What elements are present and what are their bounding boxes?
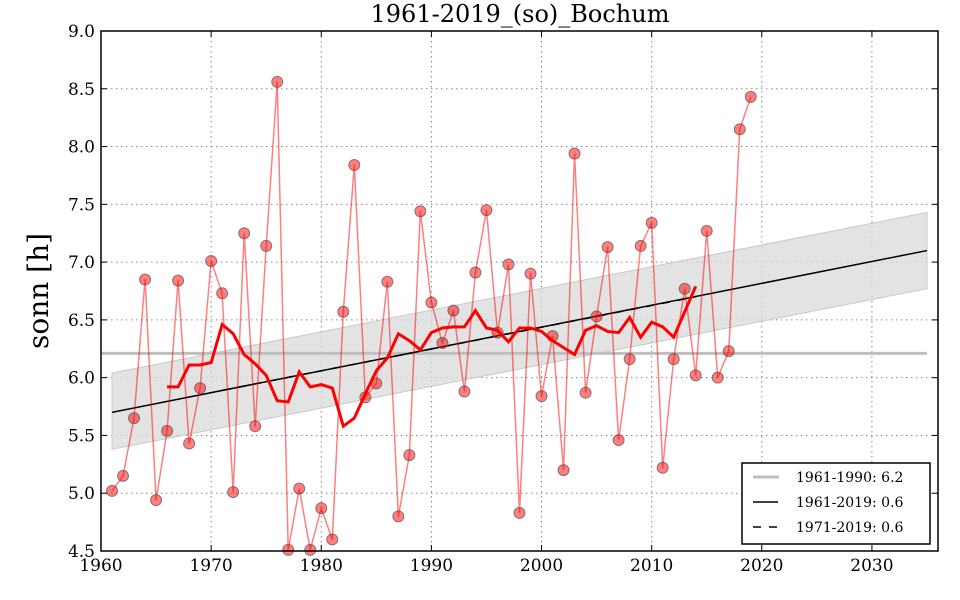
annual-point <box>667 353 680 366</box>
annual-point <box>348 159 361 172</box>
annual-point <box>260 239 273 252</box>
annual-point <box>623 353 636 366</box>
annual-point <box>733 123 746 136</box>
annual-point <box>535 390 548 403</box>
annual-point <box>744 90 757 103</box>
y-tick-label: 4.5 <box>68 542 95 562</box>
x-tick-label: 2010 <box>630 556 673 576</box>
annual-point <box>645 216 658 229</box>
annual-point <box>612 434 625 447</box>
legend-label-trend-1971: 1971-2019: 0.6 <box>796 520 904 536</box>
annual-point <box>579 386 592 399</box>
y-axis-label: sonn [h] <box>22 233 55 349</box>
annual-point <box>414 205 427 218</box>
annual-point <box>689 369 702 382</box>
running-mean-line <box>167 285 698 429</box>
annual-point <box>315 502 328 515</box>
annual-point <box>337 305 350 318</box>
y-tick-label: 5.5 <box>68 426 95 446</box>
annual-point <box>216 287 229 300</box>
y-tick-label: 7.5 <box>68 195 95 215</box>
x-tick-label: 1960 <box>79 556 122 576</box>
annual-point <box>161 424 174 437</box>
annual-point <box>436 337 449 349</box>
annual-point <box>480 204 493 217</box>
annual-point <box>106 484 119 497</box>
annual-point <box>227 486 240 499</box>
annual-point <box>557 464 570 477</box>
annual-point <box>249 420 262 433</box>
running-mean-series <box>167 285 698 429</box>
annual-point <box>271 75 284 88</box>
annual-point <box>392 510 405 523</box>
chart-title: 1961-2019_(so)_Bochum <box>371 0 670 28</box>
annual-point <box>458 385 471 398</box>
legend: 1961-1990: 6.2 1961-2019: 0.6 1971-2019:… <box>741 462 931 545</box>
annual-point <box>238 227 251 240</box>
legend-label-trend-1961: 1961-2019: 0.6 <box>796 495 904 511</box>
annual-point <box>678 282 691 295</box>
trend-lines <box>111 249 928 414</box>
y-tick-label: 5.0 <box>68 484 95 504</box>
annual-point <box>150 494 163 507</box>
annual-point <box>447 304 460 317</box>
annual-point <box>139 273 152 286</box>
trend-line-1961-2019 <box>111 249 928 414</box>
x-tick-label: 1970 <box>189 556 232 576</box>
y-tick-label: 9.0 <box>68 22 95 42</box>
plot-frame <box>100 30 939 552</box>
x-tick-label: 2030 <box>850 556 893 576</box>
annual-point <box>568 147 581 160</box>
x-tick-label: 2000 <box>520 556 563 576</box>
y-tick-label: 8.5 <box>68 80 95 100</box>
annual-point <box>502 258 515 271</box>
annual-point <box>590 310 603 323</box>
annual-point <box>601 241 614 254</box>
annual-point <box>524 267 537 280</box>
x-tick-label: 1980 <box>300 556 343 576</box>
x-tick-label: 1990 <box>410 556 453 576</box>
annual-point <box>634 239 647 252</box>
annual-point <box>469 266 482 279</box>
y-tick-label: 7.0 <box>68 253 95 273</box>
annual-point <box>205 254 218 267</box>
annual-point <box>381 275 394 288</box>
annual-point <box>425 296 438 309</box>
annual-point <box>711 371 724 384</box>
annual-point <box>183 437 196 450</box>
x-tick-label: 2020 <box>740 556 783 576</box>
annual-point <box>304 543 317 556</box>
legend-label-reference: 1961-1990: 6.2 <box>796 470 903 486</box>
annual-point <box>293 482 306 495</box>
annual-point <box>282 543 295 556</box>
annual-point <box>403 449 416 462</box>
x-axis-ticks: 1960 1970 1980 1990 2000 2010 2020 2030 <box>79 31 894 576</box>
y-tick-label: 6.0 <box>68 369 95 389</box>
annual-point <box>172 274 185 287</box>
annual-point <box>194 382 207 395</box>
annual-point <box>722 345 735 358</box>
y-tick-label: 6.5 <box>68 311 95 331</box>
annual-point <box>700 224 713 237</box>
annual-point <box>656 461 669 474</box>
y-tick-label: 8.0 <box>68 138 95 158</box>
annual-point <box>117 469 130 482</box>
annual-point <box>128 412 141 425</box>
y-axis-ticks: 4.5 5.0 5.5 6.0 6.5 7.0 7.5 8.0 8.5 9.0 <box>68 22 938 562</box>
annual-point <box>513 506 526 519</box>
annual-series <box>106 75 757 556</box>
annual-point <box>326 533 339 546</box>
